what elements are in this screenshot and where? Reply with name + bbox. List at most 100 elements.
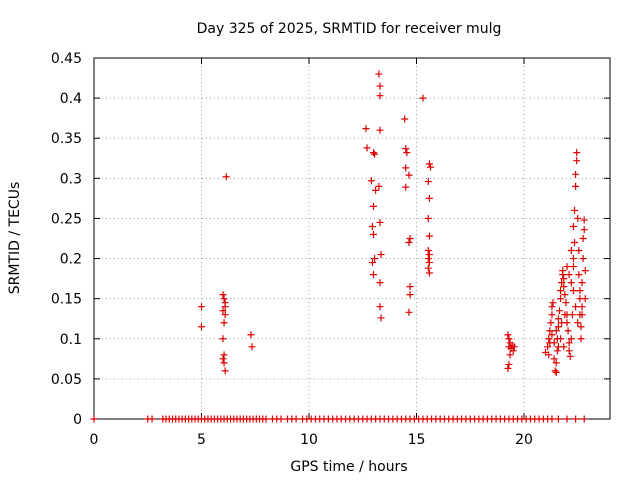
data-point [376, 218, 384, 226]
data-point [247, 331, 255, 339]
data-point [575, 247, 583, 255]
data-point [402, 164, 410, 172]
y-tick-label: 0.45 [51, 51, 82, 67]
chart-title: Day 325 of 2025, SRMTID for receiver mul… [197, 21, 502, 37]
data-point [368, 259, 376, 267]
data-point [376, 126, 384, 134]
data-point [367, 177, 375, 185]
data-point [376, 279, 384, 287]
data-point [571, 206, 579, 214]
data-point [402, 183, 410, 191]
data-point [504, 364, 512, 372]
y-tick-label: 0.35 [51, 131, 82, 147]
data-point [546, 339, 554, 347]
data-point [402, 145, 410, 153]
data-point [219, 355, 227, 363]
data-point [504, 331, 512, 339]
data-point [220, 295, 228, 303]
data-point [569, 263, 577, 271]
data-point [90, 415, 98, 423]
y-tick-label: 0.15 [51, 292, 82, 308]
data-point [573, 157, 581, 165]
data-point [248, 343, 256, 351]
data-point [372, 186, 380, 194]
data-point [572, 170, 580, 178]
data-point [560, 283, 568, 291]
data-point [375, 70, 383, 78]
y-tick-label: 0.1 [60, 332, 82, 348]
y-tick-label: 0 [73, 412, 82, 428]
data-point [405, 308, 413, 316]
x-axis-label: GPS time / hours [290, 459, 407, 475]
data-point [554, 415, 562, 423]
data-point [220, 319, 228, 327]
data-point [573, 149, 581, 157]
data-point [565, 271, 573, 279]
data-point [579, 235, 587, 242]
plot-frame [93, 57, 611, 420]
data-point [371, 255, 379, 263]
data-point [546, 327, 554, 335]
data-point [377, 251, 385, 259]
data-point [566, 352, 574, 360]
data-point [377, 314, 385, 322]
data-point [569, 222, 577, 230]
y-tick-labels: 0 0.05 0.1 0.15 0.2 0.25 0.3 0.35 0.4 0.45 [51, 51, 82, 428]
data-point [425, 259, 433, 267]
data-point [370, 149, 377, 157]
data-point [221, 311, 229, 319]
data-point [567, 247, 575, 255]
data-point [557, 335, 565, 343]
y-tick-label: 0.25 [51, 211, 82, 227]
data-point [561, 291, 569, 299]
data-point [406, 235, 414, 242]
data-point [262, 415, 270, 423]
data-point [563, 415, 571, 423]
data-point [424, 255, 432, 263]
data-point [401, 115, 409, 123]
data-point [425, 269, 433, 277]
data-point [552, 327, 560, 335]
data-point [424, 264, 432, 272]
data-point [560, 275, 568, 283]
data-point [405, 239, 413, 247]
data-point [572, 415, 580, 423]
data-point [548, 303, 556, 311]
data-point [578, 311, 586, 319]
data-point [560, 343, 568, 351]
data-point [406, 283, 414, 291]
data-point [577, 335, 585, 343]
data-point [557, 295, 565, 303]
y-tick-label: 0.3 [60, 171, 82, 187]
data-point [568, 311, 576, 319]
data-point [405, 171, 413, 179]
data-point [580, 226, 588, 234]
data-point [569, 255, 577, 263]
data-point [221, 303, 229, 311]
data-point [370, 230, 377, 238]
data-point [544, 343, 552, 351]
data-point [578, 303, 586, 311]
data-point [368, 222, 376, 230]
data-point [220, 359, 228, 367]
y-tick-label: 0.05 [51, 372, 82, 388]
x-tick-label: 20 [515, 432, 533, 448]
data-point [569, 287, 577, 295]
data-point [370, 202, 377, 210]
data-point [571, 239, 579, 247]
data-point [567, 335, 575, 343]
data-point [574, 319, 582, 327]
data-point [221, 367, 229, 375]
data-point [424, 214, 432, 222]
data-point [548, 415, 556, 423]
data-point [550, 355, 558, 363]
data-point [555, 307, 563, 315]
data-point [580, 216, 588, 224]
data-point [148, 415, 156, 423]
data-point [548, 311, 556, 319]
data-point [406, 291, 414, 299]
data-point [545, 351, 553, 359]
data-point [222, 173, 230, 181]
data-point [403, 149, 411, 157]
